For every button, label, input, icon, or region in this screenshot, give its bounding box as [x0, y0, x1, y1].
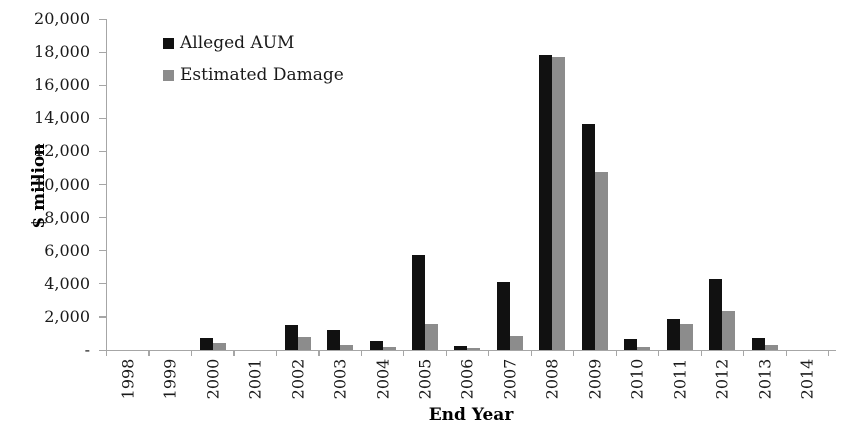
y-tick-label: -	[84, 340, 90, 359]
y-tick-mark	[99, 117, 106, 119]
x-tick-label-2004: 2004	[373, 358, 393, 400]
bar-estimated-damage-2002	[297, 337, 311, 350]
y-tick-label: 12,000	[34, 141, 90, 161]
y-tick-mark	[99, 250, 106, 252]
legend-label-estimated-damage: Estimated Damage	[180, 65, 344, 85]
x-tick-label-2006: 2006	[457, 358, 477, 400]
x-tick-mark	[743, 350, 745, 356]
x-tick-mark	[615, 350, 617, 356]
x-tick-label-2003: 2003	[330, 358, 350, 400]
x-tick-mark	[445, 350, 447, 356]
bar-alleged-aum-2011	[666, 319, 680, 350]
bar-alleged-aum-2002	[284, 325, 298, 350]
bar-alleged-aum-2013	[751, 338, 765, 350]
x-tick-mark	[573, 350, 575, 356]
x-tick-mark	[403, 350, 405, 356]
bar-estimated-damage-2011	[679, 324, 693, 350]
y-tick-label: 14,000	[34, 108, 90, 128]
x-tick-mark	[530, 350, 532, 356]
bar-alleged-aum-2010	[624, 339, 638, 350]
x-tick-label-2014: 2014	[797, 358, 817, 400]
y-tick-mark	[99, 84, 106, 86]
bar-alleged-aum-2007	[496, 282, 510, 350]
bar-alleged-aum-2012	[709, 279, 723, 350]
bar-estimated-damage-2000	[212, 343, 226, 350]
legend-swatch-alleged-aum	[163, 37, 174, 49]
x-tick-label-2002: 2002	[288, 358, 308, 400]
y-tick-mark	[99, 150, 106, 153]
x-tick-label-1999: 1999	[160, 358, 180, 400]
y-tick-label: 2,000	[44, 306, 90, 326]
x-tick-mark	[318, 350, 320, 356]
bar-estimated-damage-2008	[552, 57, 566, 350]
x-tick-mark	[700, 350, 702, 356]
bar-estimated-damage-2009	[594, 172, 608, 350]
x-tick-mark	[827, 350, 830, 356]
y-tick-mark	[99, 184, 106, 186]
x-tick-label-1998: 1998	[118, 358, 138, 400]
x-tick-label-2013: 2013	[755, 358, 775, 400]
x-tick-label-2012: 2012	[712, 358, 732, 400]
legend-swatch-estimated-damage	[163, 69, 174, 81]
y-tick-label: 16,000	[34, 75, 90, 95]
bar-estimated-damage-2004	[382, 347, 396, 350]
legend-label-alleged-aum: Alleged AUM	[180, 33, 295, 53]
y-tick-label: 20,000	[34, 9, 90, 28]
x-tick-mark	[106, 350, 108, 356]
bar-estimated-damage-2003	[340, 345, 354, 350]
y-tick-mark	[99, 51, 106, 53]
x-tick-label-2007: 2007	[500, 358, 520, 400]
y-tick-label: 4,000	[44, 273, 90, 293]
x-tick-mark	[148, 350, 150, 356]
bar-alleged-aum-2000	[199, 338, 213, 350]
x-tick-mark	[488, 350, 490, 356]
bar-estimated-damage-2006	[467, 348, 481, 350]
x-axis-title: End Year	[428, 405, 514, 425]
bar-estimated-damage-2012	[722, 311, 736, 350]
y-tick-mark	[99, 283, 106, 285]
y-tick-mark	[99, 18, 106, 20]
bar-alleged-aum-2005	[412, 255, 426, 350]
bar-alleged-aum-2009	[581, 124, 595, 350]
y-tick-label: 6,000	[44, 240, 90, 260]
y-tick-label: 10,000	[34, 174, 90, 194]
legend: Alleged AUM Estimated Damage	[163, 33, 344, 97]
bar-alleged-aum-2008	[539, 55, 553, 350]
bar-alleged-aum-2004	[369, 341, 383, 350]
bar-estimated-damage-2013	[764, 345, 778, 350]
x-tick-label-2010: 2010	[627, 358, 647, 400]
y-tick-mark	[99, 217, 106, 219]
x-tick-label-2009: 2009	[585, 358, 605, 400]
bar-estimated-damage-2007	[509, 336, 523, 350]
x-tick-mark	[785, 350, 787, 356]
x-tick-label-2001: 2001	[245, 358, 265, 400]
y-axis-line	[106, 19, 108, 350]
legend-item-estimated-damage: Estimated Damage	[163, 65, 344, 85]
x-tick-label-2005: 2005	[415, 358, 435, 400]
x-tick-mark	[190, 350, 193, 356]
x-tick-mark	[658, 350, 660, 356]
y-tick-mark	[99, 349, 106, 351]
x-tick-label-2011: 2011	[670, 358, 690, 400]
x-tick-label-2000: 2000	[203, 358, 223, 400]
bar-estimated-damage-2010	[637, 347, 651, 350]
x-tick-label-2008: 2008	[542, 358, 562, 400]
legend-item-alleged-aum: Alleged AUM	[163, 33, 344, 53]
bar-estimated-damage-2005	[425, 324, 439, 350]
bar-alleged-aum-2003	[327, 330, 341, 350]
bar-alleged-aum-2006	[454, 346, 468, 350]
y-tick-label: 8,000	[44, 207, 90, 227]
x-tick-mark	[275, 350, 278, 356]
x-tick-mark	[233, 350, 235, 356]
x-axis-line	[106, 350, 836, 352]
y-tick-label: 18,000	[34, 42, 90, 62]
y-tick-mark	[99, 316, 106, 318]
x-tick-mark	[360, 350, 362, 356]
